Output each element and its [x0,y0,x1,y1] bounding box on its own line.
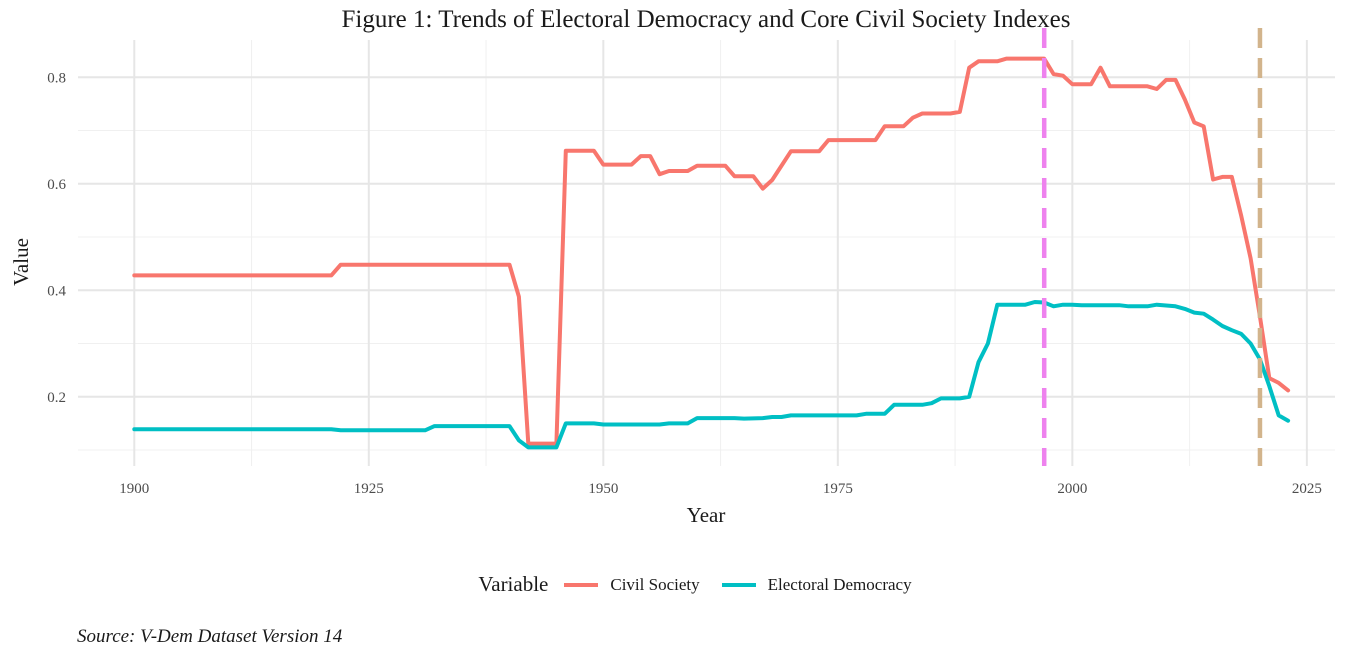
y-tick-label: 0.4 [47,283,66,299]
x-axis-title: Year [687,503,726,527]
chart-title: Figure 1: Trends of Electoral Democracy … [341,6,1071,33]
line-chart: 1900 1925 1950 1975 2000 2025 0.2 0.4 0.6 0.8 Yea… [9,28,1335,527]
x-tick-label: 1900 [119,481,149,497]
legend-label-electoral-democracy: Electoral Democracy [767,574,912,594]
y-tick-label: 0.6 [47,177,66,193]
legend-item-electoral-democracy: Electoral Democracy [721,574,912,595]
reference-lines [1041,28,1263,466]
y-axis-title: Value [9,238,33,286]
series-line-electoral-democracy [132,300,1291,450]
grid-major [78,40,1335,466]
legend-label-civil-society: Civil Society [610,574,700,594]
y-tick-label: 0.2 [47,390,66,406]
x-tick-label: 2000 [1057,481,1087,497]
series-line-civil-society [132,56,1291,446]
grid-minor [78,40,1335,466]
x-tick-label: 2025 [1292,481,1322,497]
x-tick-label: 1925 [354,481,384,497]
tick-labels: 1900 1925 1950 1975 2000 2025 0.2 0.4 0.6 0.8 [47,70,1322,497]
y-tick-label: 0.8 [47,70,66,86]
x-tick-label: 1975 [823,481,853,497]
legend-title: Variable [478,572,549,596]
source-caption: Source: V-Dem Dataset Version 14 [77,626,343,647]
series-layer [132,56,1291,450]
legend-key-electoral-democracy [721,582,756,587]
legend-item-civil-society: Civil Society [564,574,700,595]
legend: Variable Civil Society Electoral Democra… [0,572,1348,597]
legend-key-civil-society [564,582,599,587]
x-tick-label: 1950 [588,481,618,497]
